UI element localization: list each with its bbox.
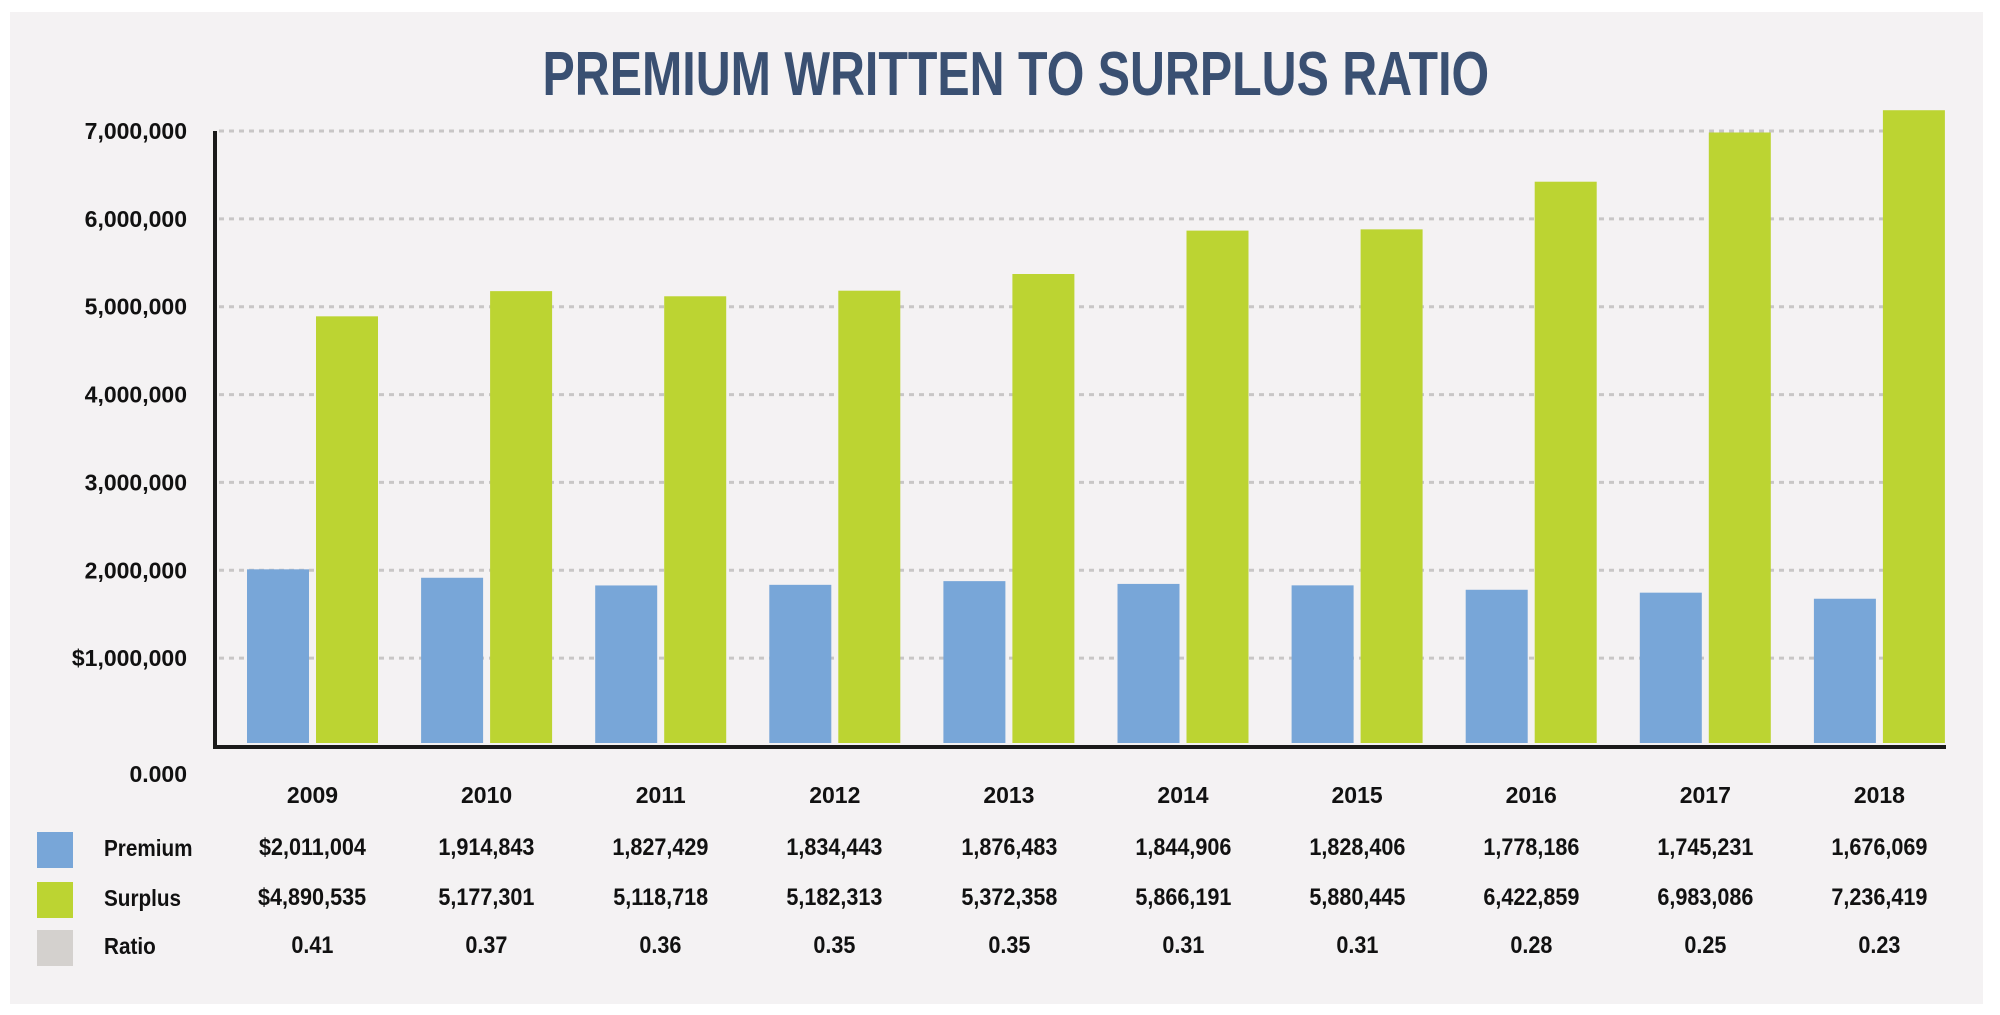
bar-premium (1639, 592, 1702, 743)
x-tick-label: 2013 (983, 782, 1034, 808)
bar-surplus (1012, 273, 1075, 743)
row-label-surplus: Surplus (104, 885, 182, 911)
row-label-premium: Premium (104, 835, 193, 861)
table-cell-surplus: 5,182,313 (786, 884, 883, 911)
row-label-ratio: Ratio (104, 933, 156, 959)
table-cell-ratio: 0.41 (291, 932, 334, 959)
x-tick-label: 2009 (287, 782, 338, 808)
gridlines (219, 129, 1946, 660)
legend-swatch-ratio (37, 930, 73, 966)
bar-surplus (1882, 110, 1945, 744)
table-cell-surplus: 6,422,859 (1483, 884, 1580, 911)
bar-premium (943, 581, 1006, 743)
table-cell-ratio: 0.31 (1336, 932, 1379, 959)
table-cell-premium: 1,827,429 (612, 834, 709, 861)
x-tick-label: 2010 (461, 782, 512, 808)
y-tick-label: 7,000,000 (85, 118, 187, 144)
y-tick-label: 5,000,000 (85, 294, 187, 320)
table-cell-premium: $2,011,004 (259, 834, 366, 861)
table-cell-surplus: 5,372,358 (960, 884, 1057, 911)
table-cell-ratio: 0.36 (639, 932, 682, 959)
chart-title: PREMIUM WRITTEN TO SURPLUS RATIO (542, 40, 1490, 109)
bar-premium (595, 585, 658, 743)
table-cell-premium: 1,834,443 (786, 834, 883, 861)
legend-swatch-surplus (37, 882, 73, 918)
table-cell-premium: 1,914,843 (438, 834, 535, 861)
table-cell-ratio: 0.35 (987, 932, 1030, 959)
x-axis-ticks: 2009 2010 2011 2012 2013 2014 2015 2016 2017 2018 (287, 782, 1905, 808)
x-tick-label: 2014 (1157, 782, 1208, 808)
bar-premium (247, 569, 309, 743)
table-cell-ratio: 0.37 (465, 932, 508, 959)
x-tick-label: 2017 (1680, 782, 1731, 808)
table-cell-ratio: 0.28 (1510, 932, 1553, 959)
y-tick-label: 0.000 (129, 761, 187, 787)
table-cell-surplus: 5,866,191 (1134, 884, 1232, 911)
bar-surplus (490, 291, 553, 743)
bar-surplus (1186, 230, 1249, 743)
x-tick-label: 2018 (1854, 782, 1905, 808)
legend-swatch-premium (37, 832, 73, 868)
x-tick-label: 2012 (809, 782, 860, 808)
table-cell-ratio: 0.25 (1684, 932, 1727, 959)
y-tick-label: 3,000,000 (85, 469, 187, 495)
bars (247, 110, 1945, 744)
table-cell-ratio: 0.31 (1161, 932, 1205, 959)
table-cell-ratio: 0.23 (1858, 932, 1901, 959)
y-tick-label: 2,000,000 (85, 557, 187, 583)
bar-premium (1465, 589, 1528, 743)
x-tick-label: 2011 (636, 782, 686, 808)
table-cell-premium: 1,778,186 (1483, 834, 1580, 861)
x-tick-label: 2015 (1332, 782, 1383, 808)
bar-premium (769, 584, 832, 743)
bar-surplus (1360, 229, 1423, 743)
bar-premium (421, 577, 484, 743)
bar-premium (1813, 598, 1876, 743)
table-cell-premium: 1,676,069 (1831, 834, 1928, 861)
table-cell-premium: 1,876,483 (960, 834, 1057, 861)
table-cell-surplus: 5,118,718 (613, 884, 709, 911)
y-tick-label: $1,000,000 (72, 645, 187, 671)
table-cell-surplus: 6,983,086 (1657, 884, 1754, 911)
y-tick-label: 6,000,000 (85, 206, 187, 232)
bar-surplus (838, 290, 901, 743)
table-cell-premium: 1,828,406 (1309, 834, 1406, 861)
bar-surplus (664, 296, 727, 743)
y-axis-ticks: 0.000 $1,000,000 2,000,000 3,000,000 4,000,0… (72, 118, 187, 787)
table-cell-surplus: 7,236,419 (1831, 884, 1928, 911)
x-tick-label: 2016 (1506, 782, 1557, 808)
bar-premium (1117, 583, 1180, 743)
bar-surplus (1708, 132, 1771, 743)
y-tick-label: 4,000,000 (85, 382, 187, 408)
table-cell-surplus: 5,880,445 (1309, 884, 1406, 911)
table-cell-premium: 1,745,231 (1657, 834, 1754, 861)
table-cell-ratio: 0.35 (813, 932, 856, 959)
table-cell-surplus: 5,177,301 (438, 884, 535, 911)
table-cell-premium: 1,844,906 (1134, 834, 1232, 861)
bar-surplus (316, 316, 378, 743)
bar-surplus (1534, 181, 1597, 744)
table-cell-surplus: $4,890,535 (258, 884, 367, 911)
bar-premium (1291, 585, 1354, 743)
